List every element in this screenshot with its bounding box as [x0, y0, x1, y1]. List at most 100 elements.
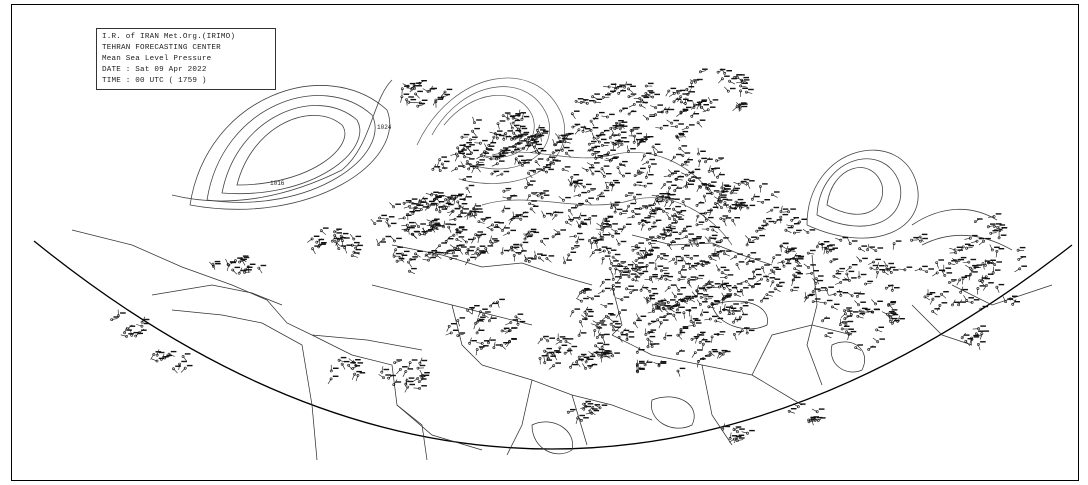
station-value-mark [438, 206, 444, 208]
station-value-mark [557, 211, 564, 214]
station-marker [602, 174, 606, 178]
station-marker [600, 345, 604, 349]
wind-barb [1002, 296, 1006, 302]
station-value-mark [719, 331, 726, 333]
station-value-mark [704, 262, 711, 264]
wind-barb [546, 352, 553, 354]
wind-barb [958, 299, 963, 305]
wind-barb [599, 231, 602, 238]
station-marker [554, 213, 558, 217]
station-value-mark [667, 194, 674, 196]
wind-barb [647, 92, 654, 96]
station-marker [495, 136, 499, 140]
station-value-mark [701, 339, 708, 341]
wind-barb [653, 362, 660, 365]
station-value-mark [542, 132, 549, 134]
station-value-mark [647, 174, 654, 176]
station-marker [382, 376, 386, 380]
station-value-mark [652, 246, 658, 249]
wind-barb [647, 340, 650, 347]
station-marker [550, 213, 554, 217]
station-value-mark [615, 326, 621, 328]
station-marker [542, 214, 546, 218]
station-marker [443, 251, 447, 255]
wind-barb [686, 89, 691, 95]
station-marker [554, 143, 558, 147]
station-value-mark [749, 204, 756, 207]
wind-barb [640, 104, 646, 109]
wind-barb [736, 316, 741, 323]
wind-barb [440, 91, 446, 97]
station-value-mark [395, 203, 401, 205]
station-value-mark [580, 214, 587, 217]
station-marker [681, 200, 685, 204]
wind-barb [608, 91, 615, 95]
wind-barb [528, 169, 535, 172]
station-value-mark [410, 258, 416, 261]
station-marker [821, 319, 825, 323]
station-value-mark [507, 130, 514, 132]
wind-barb [723, 185, 726, 192]
station-value-mark [487, 245, 494, 247]
station-marker [736, 76, 739, 79]
wind-barb [716, 159, 723, 161]
wind-barb [640, 252, 644, 258]
station-marker [491, 223, 494, 227]
wind-barb [601, 168, 606, 174]
station-value-mark [782, 242, 789, 245]
wind-barb [632, 248, 639, 251]
wind-barb [535, 161, 541, 167]
station-value-mark [666, 181, 673, 183]
wind-barb [769, 281, 774, 288]
station-value-mark [654, 93, 661, 96]
wind-barb [802, 228, 809, 233]
station-marker [711, 228, 715, 232]
station-value-mark [543, 190, 549, 192]
wind-barb [721, 298, 724, 305]
wind-barb [602, 336, 605, 343]
wind-barb [552, 157, 554, 164]
wind-barb [518, 160, 523, 166]
station-value-mark [791, 247, 797, 249]
station-value-mark [215, 262, 221, 265]
station-marker [183, 366, 187, 370]
station-value-mark [541, 254, 547, 256]
wind-barb [529, 203, 536, 206]
station-value-mark [614, 233, 621, 235]
station-value-mark [583, 218, 590, 221]
station-marker [699, 302, 702, 306]
station-value-mark [622, 107, 628, 110]
station-marker [959, 290, 963, 294]
station-value-mark [851, 263, 858, 266]
station-value-mark [590, 140, 597, 143]
wind-barb [524, 254, 527, 261]
station-marker [991, 248, 994, 252]
station-marker [609, 322, 613, 326]
wind-barb [638, 139, 643, 144]
wind-barb [892, 243, 895, 250]
wind-barb [952, 299, 956, 306]
station-marker [673, 295, 677, 299]
station-marker [471, 129, 475, 133]
station-marker [722, 286, 726, 290]
wind-barb [676, 136, 681, 142]
station-marker [579, 320, 582, 324]
station-value-mark [472, 136, 478, 138]
station-value-mark [517, 155, 524, 157]
station-value-mark [762, 183, 768, 185]
station-value-mark [972, 271, 978, 273]
station-marker [337, 247, 341, 251]
station-marker [698, 340, 702, 344]
wind-barb [785, 229, 792, 233]
wind-barb [718, 353, 724, 359]
station-value-mark [420, 201, 427, 203]
station-marker [608, 136, 612, 140]
station-marker [635, 268, 639, 272]
station-value-mark [743, 178, 750, 181]
wind-barb [670, 228, 673, 235]
wind-barb [461, 238, 467, 243]
wind-barb [992, 266, 994, 273]
station-marker [579, 291, 583, 295]
station-value-mark [973, 299, 980, 301]
wind-barb [680, 236, 687, 240]
